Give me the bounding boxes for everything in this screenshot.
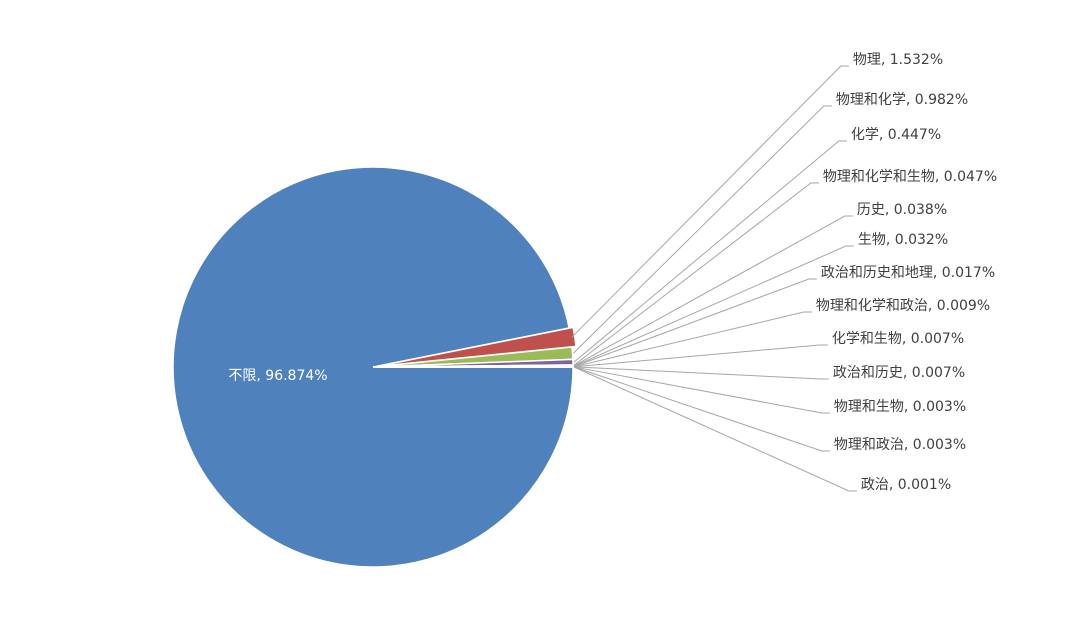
data-label: 政治, 0.001%	[861, 477, 951, 493]
data-label: 物理, 1.532%	[853, 52, 943, 68]
data-label: 物理和化学, 0.982%	[836, 92, 968, 108]
data-label: 化学, 0.447%	[851, 127, 941, 143]
leader-line	[573, 344, 828, 368]
leader-line	[573, 140, 847, 363]
data-label: 物理和政治, 0.003%	[834, 437, 966, 453]
leader-line	[573, 311, 812, 368]
data-label: 化学和生物, 0.007%	[832, 331, 964, 347]
leader-line	[573, 366, 829, 380]
data-label: 物理和生物, 0.003%	[834, 399, 966, 415]
data-label: 不限, 96.874%	[228, 368, 327, 384]
leader-line	[573, 366, 830, 414]
data-label: 政治和历史和地理, 0.017%	[821, 265, 995, 281]
data-label: 物理和化学和生物, 0.047%	[823, 169, 997, 185]
pie-slice	[376, 326, 577, 368]
data-label: 政治和历史, 0.007%	[833, 365, 965, 381]
leader-line	[573, 105, 832, 354]
data-label: 物理和化学和政治, 0.009%	[816, 298, 990, 314]
leader-line	[571, 65, 849, 338]
data-label: 生物, 0.032%	[858, 232, 948, 248]
leader-line	[573, 182, 819, 366]
leader-line	[573, 278, 817, 367]
data-label: 历史, 0.038%	[857, 202, 947, 218]
leader-line	[573, 366, 857, 492]
leader-line	[573, 366, 830, 452]
leader-line	[573, 245, 854, 367]
leader-line	[573, 215, 853, 367]
